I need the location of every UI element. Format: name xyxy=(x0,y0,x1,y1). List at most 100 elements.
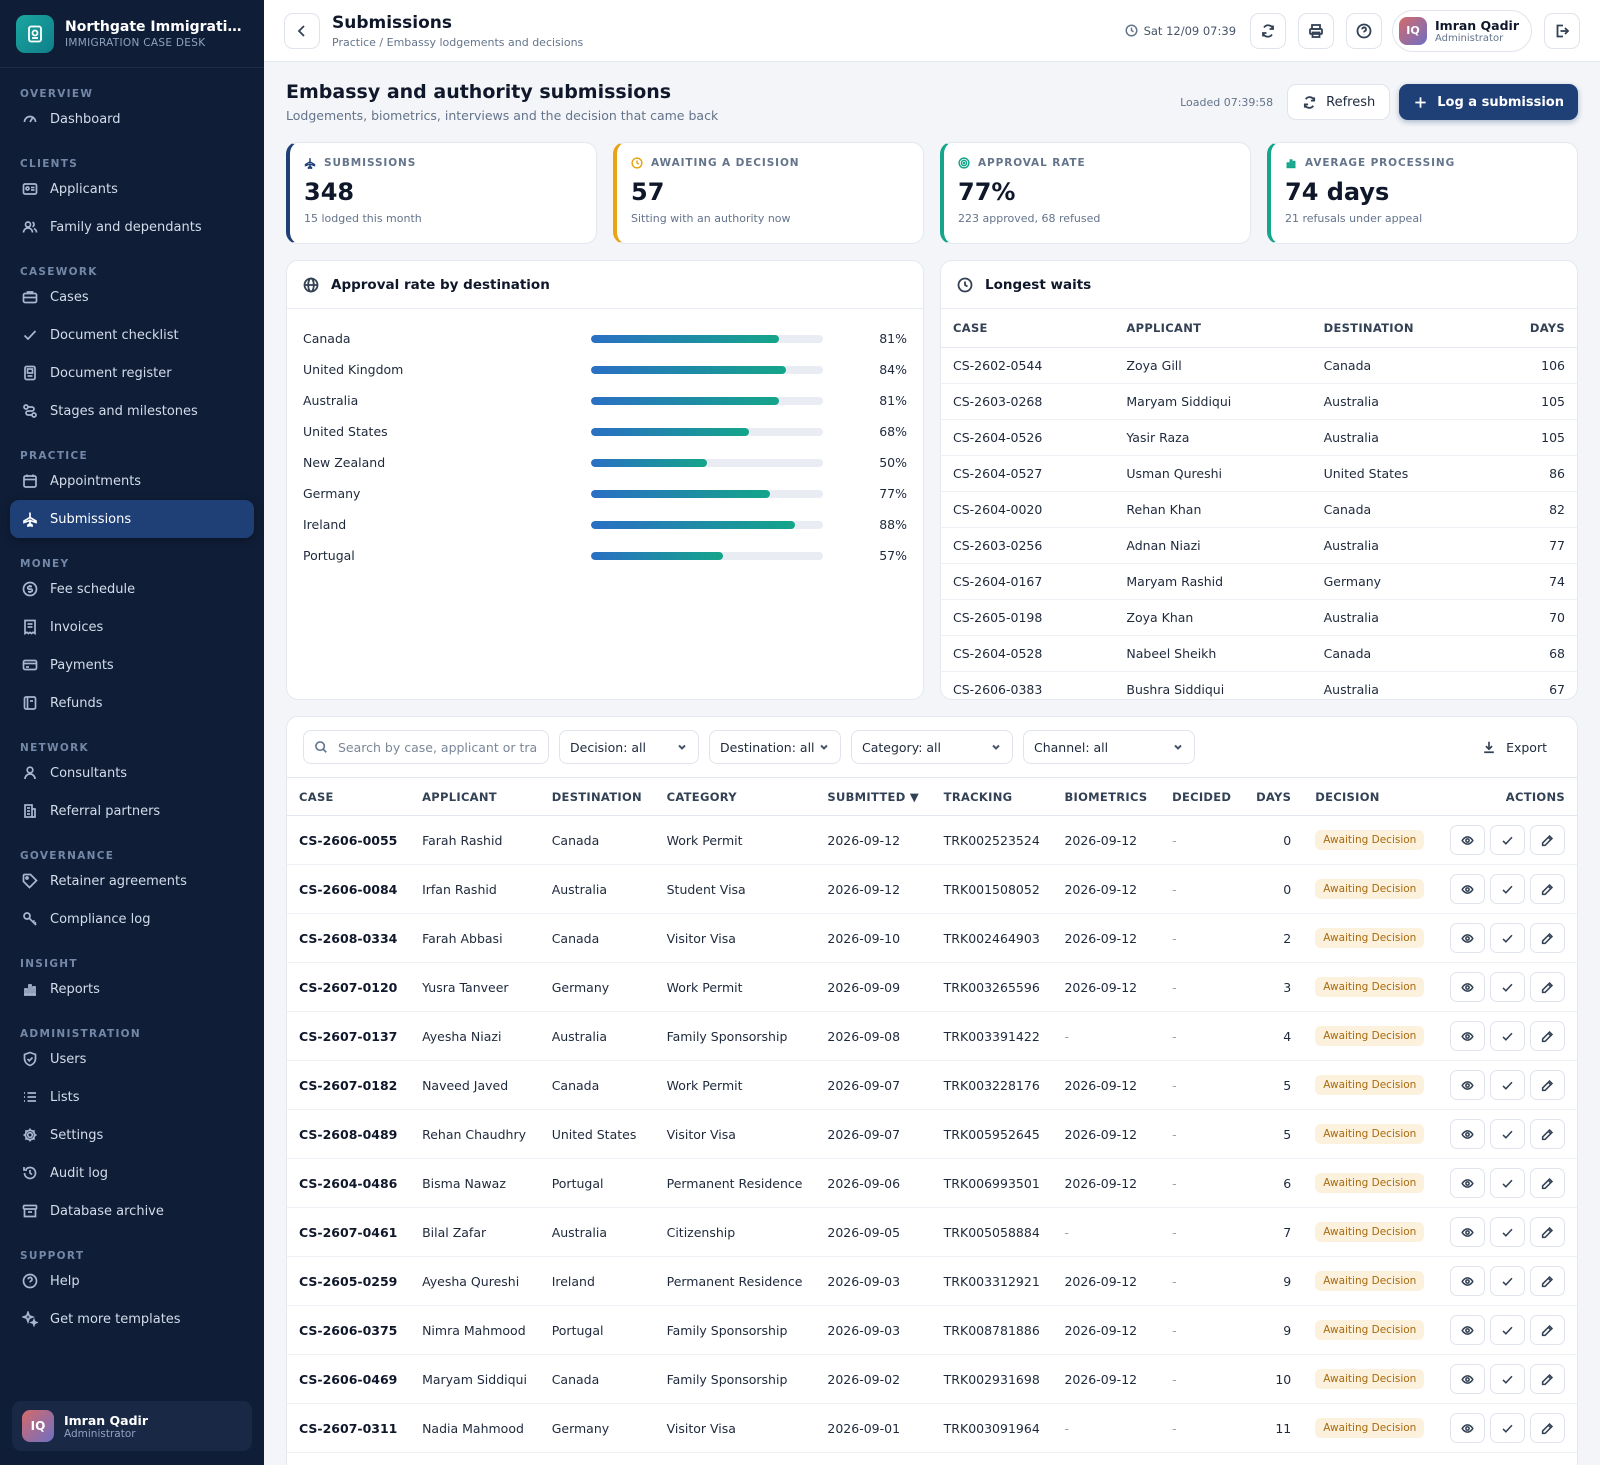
mark-decided-button[interactable] xyxy=(1490,1021,1525,1051)
edit-button[interactable] xyxy=(1530,1119,1565,1149)
search-box[interactable] xyxy=(303,730,549,764)
sidebar-item-users[interactable]: Users xyxy=(10,1040,254,1078)
search-input[interactable] xyxy=(338,739,538,755)
edit-button[interactable] xyxy=(1530,1315,1565,1345)
view-button[interactable] xyxy=(1450,1119,1485,1149)
table-row[interactable]: CS-2604-0527 Usman Qureshi United States 86 xyxy=(941,455,1577,492)
view-button[interactable] xyxy=(1450,1021,1485,1051)
sidebar-item-referral-partners[interactable]: Referral partners xyxy=(10,792,254,830)
table-row[interactable]: CS-2604-0020 Rehan Khan Canada 82 xyxy=(941,491,1577,528)
mark-decided-button[interactable] xyxy=(1490,1070,1525,1100)
view-button[interactable] xyxy=(1450,1364,1485,1394)
table-row[interactable]: CS-2608-0489 Rehan Chaudhry United States V… xyxy=(287,1109,1577,1159)
top-user-menu[interactable]: IQ Imran Qadir Administrator xyxy=(1392,9,1532,52)
decision-filter[interactable]: Decision: all xyxy=(559,730,699,764)
edit-button[interactable] xyxy=(1530,1364,1565,1394)
sidebar-item-consultants[interactable]: Consultants xyxy=(10,754,254,792)
mark-decided-button[interactable] xyxy=(1490,1119,1525,1149)
view-button[interactable] xyxy=(1450,1217,1485,1247)
edit-button[interactable] xyxy=(1530,1168,1565,1198)
view-button[interactable] xyxy=(1450,972,1485,1002)
table-row[interactable]: CS-2602-0544 Zoya Gill Canada 106 xyxy=(941,347,1577,384)
table-row[interactable]: CS-2607-0120 Yusra Tanveer Germany Work Per… xyxy=(287,962,1577,1012)
mark-decided-button[interactable] xyxy=(1490,1217,1525,1247)
sidebar-item-lists[interactable]: Lists xyxy=(10,1078,254,1116)
table-row[interactable]: CS-2604-0526 Yasir Raza Australia 105 xyxy=(941,419,1577,456)
table-row[interactable]: CS-2604-0486 Bisma Nawaz Portugal Permanent… xyxy=(287,1158,1577,1208)
table-row[interactable]: CS-2607-0182 Naveed Javed Canada Work Permi… xyxy=(287,1060,1577,1110)
mark-decided-button[interactable] xyxy=(1490,923,1525,953)
sidebar-item-refunds[interactable]: Refunds xyxy=(10,684,254,722)
sidebar-item-dashboard[interactable]: Dashboard xyxy=(10,100,254,138)
mark-decided-button[interactable] xyxy=(1490,972,1525,1002)
print-button[interactable] xyxy=(1298,12,1335,49)
mark-decided-button[interactable] xyxy=(1490,825,1525,855)
export-button[interactable]: Export xyxy=(1482,740,1561,755)
sidebar-item-payments[interactable]: Payments xyxy=(10,646,254,684)
edit-button[interactable] xyxy=(1530,1266,1565,1296)
edit-button[interactable] xyxy=(1530,874,1565,904)
table-row[interactable]: CS-2606-0469 Maryam Siddiqui Canada Family … xyxy=(287,1354,1577,1404)
edit-button[interactable] xyxy=(1530,972,1565,1002)
destination-filter[interactable]: Destination: all xyxy=(709,730,841,764)
view-button[interactable] xyxy=(1450,1413,1485,1443)
table-row[interactable]: CS-2607-0137 Ayesha Niazi Australia Family … xyxy=(287,1011,1577,1061)
sidebar-item-database-archive[interactable]: Database archive xyxy=(10,1192,254,1230)
sidebar-item-compliance-log[interactable]: Compliance log xyxy=(10,900,254,938)
mark-decided-button[interactable] xyxy=(1490,1168,1525,1198)
sidebar-item-retainer-agreements[interactable]: Retainer agreements xyxy=(10,862,254,900)
back-button[interactable] xyxy=(284,12,320,49)
sidebar-item-reports[interactable]: Reports xyxy=(10,970,254,1008)
view-button[interactable] xyxy=(1450,1266,1485,1296)
mark-decided-button[interactable] xyxy=(1490,1364,1525,1394)
view-button[interactable] xyxy=(1450,874,1485,904)
logout-button[interactable] xyxy=(1544,12,1580,49)
table-row[interactable]: CS-2604-0167 Maryam Rashid Germany 74 xyxy=(941,563,1577,600)
sidebar-item-cases[interactable]: Cases xyxy=(10,278,254,316)
sidebar-item-help[interactable]: Help xyxy=(10,1262,254,1300)
category-filter[interactable]: Category: all xyxy=(851,730,1013,764)
table-row[interactable]: CS-2606-0375 Nimra Mahmood Portugal Family … xyxy=(287,1305,1577,1355)
sidebar-item-appointments[interactable]: Appointments xyxy=(10,462,254,500)
mark-decided-button[interactable] xyxy=(1490,1413,1525,1443)
channel-filter[interactable]: Channel: all xyxy=(1023,730,1195,764)
view-button[interactable] xyxy=(1450,1168,1485,1198)
view-button[interactable] xyxy=(1450,825,1485,855)
view-button[interactable] xyxy=(1450,923,1485,953)
edit-button[interactable] xyxy=(1530,1070,1565,1100)
table-row[interactable]: CS-2603-0256 Adnan Niazi Australia 77 xyxy=(941,527,1577,564)
table-row[interactable]: CS-2607-0311 Nadia Mahmood Germany Visitor … xyxy=(287,1403,1577,1453)
view-button[interactable] xyxy=(1450,1070,1485,1100)
table-row[interactable]: CS-2605-0259 Ayesha Qureshi Ireland Permane… xyxy=(287,1256,1577,1306)
sidebar-item-family-and-dependants[interactable]: Family and dependants xyxy=(10,208,254,246)
table-row[interactable]: CS-2605-0198 Zoya Khan Australia 70 xyxy=(941,599,1577,636)
sync-button[interactable] xyxy=(1250,12,1287,49)
sidebar-item-document-checklist[interactable]: Document checklist xyxy=(10,316,254,354)
mark-decided-button[interactable] xyxy=(1490,1315,1525,1345)
edit-button[interactable] xyxy=(1530,1021,1565,1051)
sidebar-item-get-more-templates[interactable]: Get more templates xyxy=(10,1300,254,1338)
table-row[interactable]: CS-2603-0268 Maryam Siddiqui Australia 105 xyxy=(941,383,1577,420)
edit-button[interactable] xyxy=(1530,923,1565,953)
column-header-submitted[interactable]: SUBMITTED ▼ xyxy=(815,777,932,816)
refresh-button[interactable]: Refresh xyxy=(1287,84,1391,120)
sidebar-item-stages-and-milestones[interactable]: Stages and milestones xyxy=(10,392,254,430)
sidebar-item-fee-schedule[interactable]: Fee schedule xyxy=(10,570,254,608)
log-submission-button[interactable]: Log a submission xyxy=(1399,84,1578,120)
table-row[interactable]: CS-2606-0084 Irfan Rashid Australia Student… xyxy=(287,864,1577,914)
sidebar-item-settings[interactable]: Settings xyxy=(10,1116,254,1154)
sidebar-item-applicants[interactable]: Applicants xyxy=(10,170,254,208)
table-row[interactable]: CS-2607-0461 Bilal Zafar Australia Citizens… xyxy=(287,1207,1577,1257)
edit-button[interactable] xyxy=(1530,825,1565,855)
sidebar-item-submissions[interactable]: Submissions xyxy=(10,500,254,538)
edit-button[interactable] xyxy=(1530,1413,1565,1443)
table-row[interactable]: CS-2606-0055 Farah Rashid Canada Work Permi… xyxy=(287,815,1577,865)
table-row[interactable]: CS-2604-0528 Nabeel Sheikh Canada 68 xyxy=(941,635,1577,672)
mark-decided-button[interactable] xyxy=(1490,1266,1525,1296)
sidebar-item-document-register[interactable]: Document register xyxy=(10,354,254,392)
table-row[interactable]: CS-2606-0383 Bushra Siddiqui Australia 67 xyxy=(941,671,1577,699)
view-button[interactable] xyxy=(1450,1315,1485,1345)
edit-button[interactable] xyxy=(1530,1217,1565,1247)
help-button[interactable] xyxy=(1346,12,1383,49)
sidebar-user-card[interactable]: IQ Imran Qadir Administrator xyxy=(12,1401,252,1451)
